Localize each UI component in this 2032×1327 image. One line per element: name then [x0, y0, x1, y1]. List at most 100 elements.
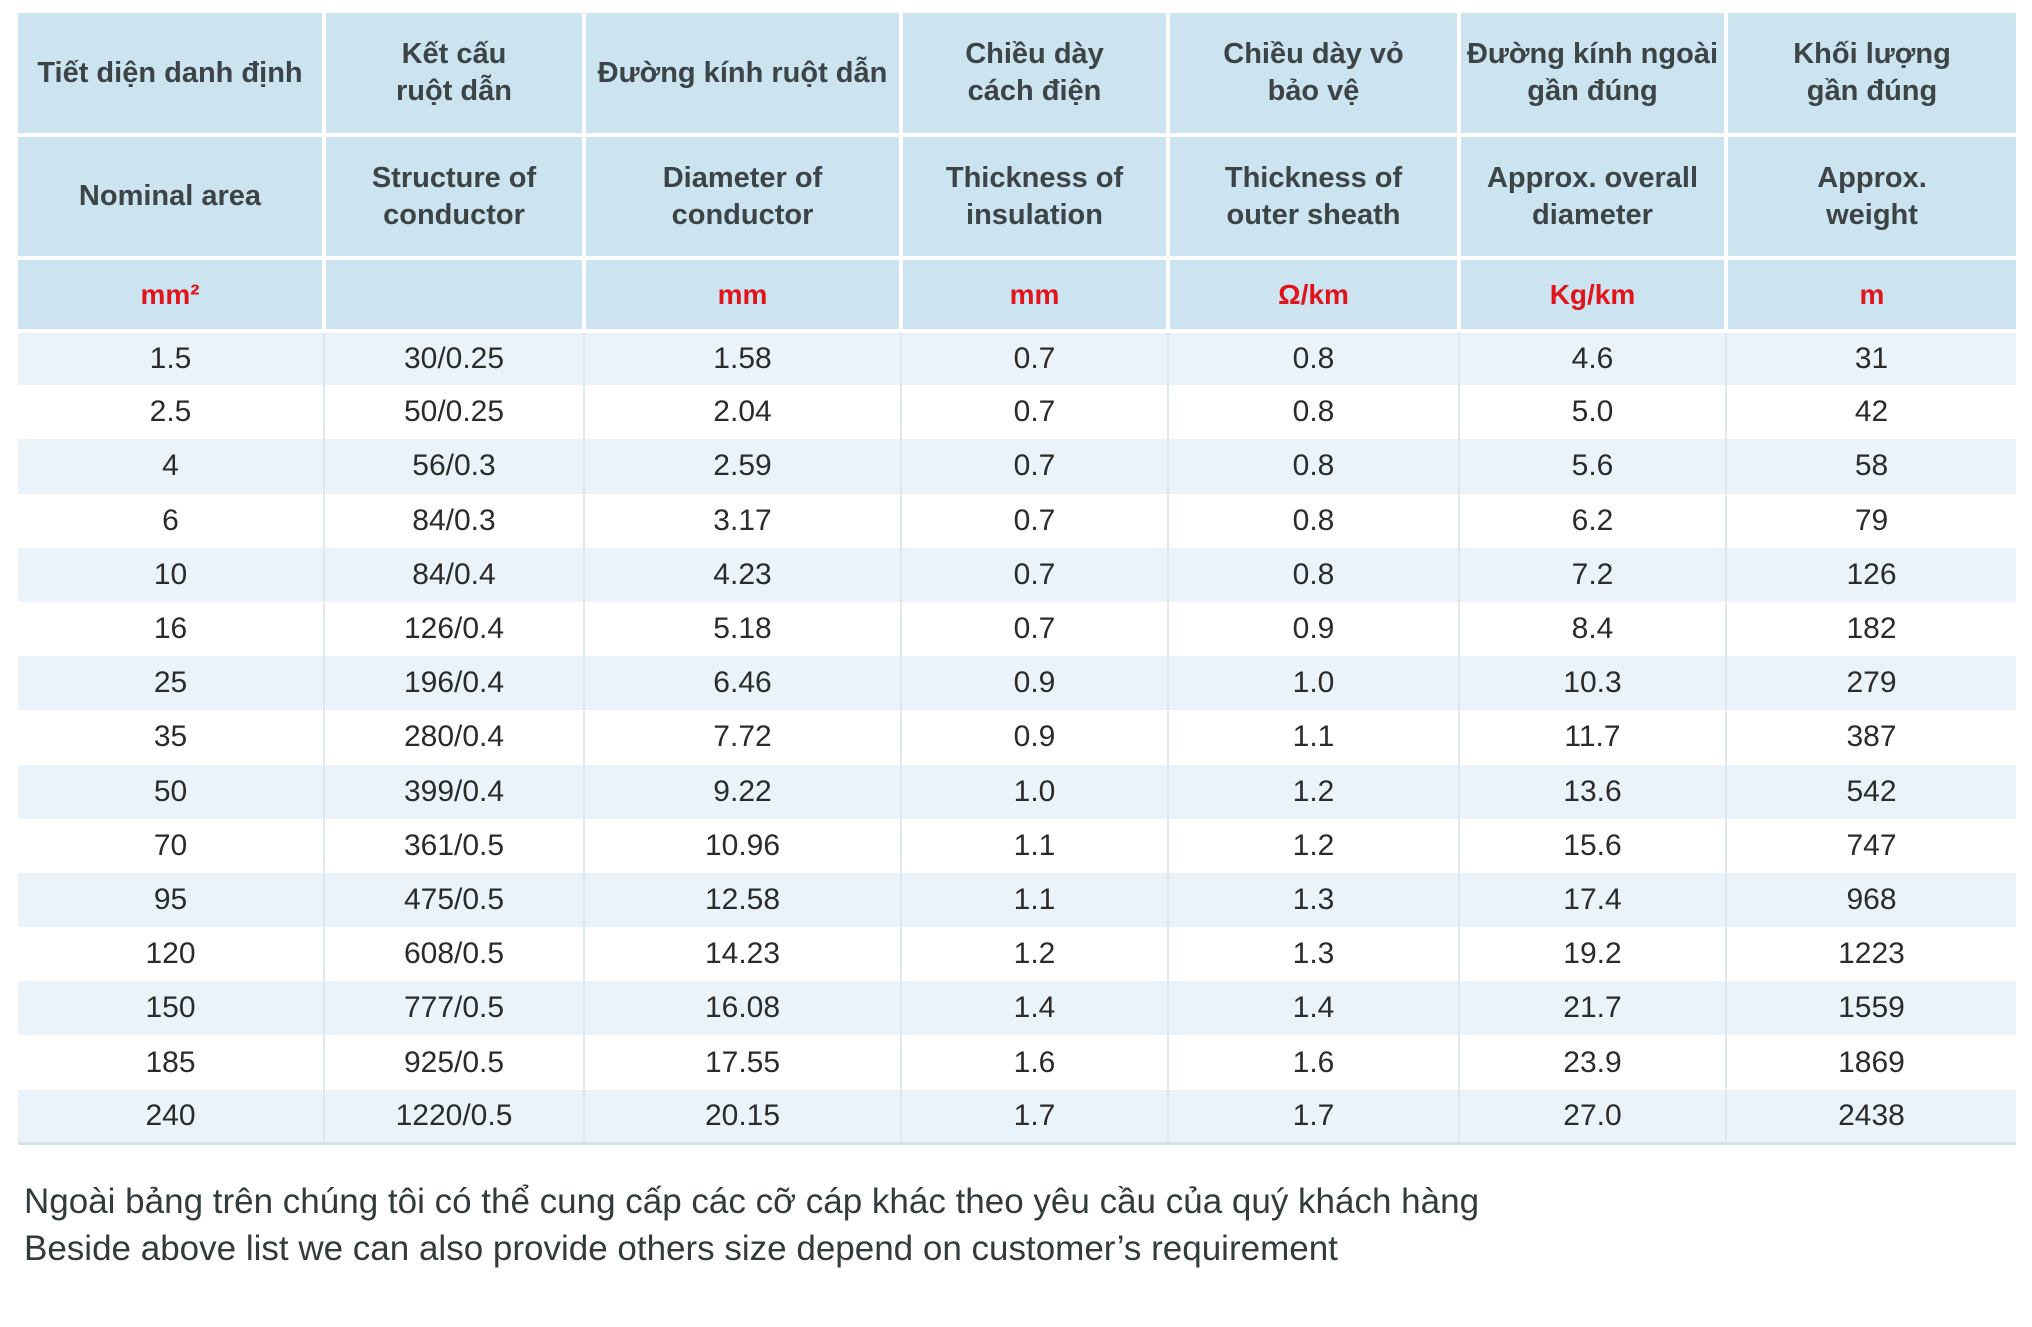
- table-row: 25 196/0.4 6.46 0.9 1.0 10.3 279: [18, 656, 2016, 711]
- cell-nominal-area: 4: [18, 439, 325, 494]
- header-en-line: conductor: [383, 198, 525, 231]
- header-vi-line: gần đúng: [1527, 75, 1658, 107]
- header-vi-line: Kết cấu: [401, 38, 507, 70]
- cell-sheath-thickness: 1.6: [1168, 1035, 1460, 1090]
- table-row: 185 925/0.5 17.55 1.6 1.6 23.9 1869: [18, 1035, 2016, 1090]
- cell-overall-diameter: 19.2: [1459, 927, 1727, 982]
- unit-insulation-thickness: mm: [901, 258, 1170, 333]
- cell-weight: 279: [1726, 656, 2016, 711]
- cell-sheath-thickness: 1.1: [1168, 710, 1460, 765]
- header-vi-line: Khối lượng: [1793, 38, 1951, 70]
- cell-sheath-thickness: 0.8: [1168, 331, 1460, 386]
- header-en-line: Nominal area: [78, 180, 262, 212]
- table-row: 120 608/0.5 14.23 1.2 1.3 19.2 1223: [18, 927, 2016, 982]
- table-row: 35 280/0.4 7.72 0.9 1.1 11.7 387: [18, 710, 2016, 765]
- cell-nominal-area: 10: [18, 547, 325, 602]
- cell-weight: 542: [1726, 764, 2016, 819]
- cell-conductor-diameter: 14.23: [584, 927, 902, 982]
- cell-conductor-structure: 56/0.3: [324, 439, 585, 494]
- cell-conductor-structure: 1220/0.5: [324, 1089, 585, 1146]
- cell-sheath-thickness: 0.8: [1168, 547, 1460, 602]
- cell-sheath-thickness: 0.9: [1168, 601, 1460, 657]
- footnote-vietnamese: Ngoài bảng trên chúng tôi có thể cung cấ…: [24, 1182, 1480, 1221]
- header-vi-line: Chiều dày: [965, 38, 1104, 70]
- header-vi-line: Đường kính ruột dẫn: [597, 56, 888, 89]
- cell-insulation-thickness: 0.7: [901, 601, 1169, 657]
- table-row: 16 126/0.4 5.18 0.7 0.9 8.4 182: [18, 601, 2016, 657]
- cell-overall-diameter: 21.7: [1459, 981, 1727, 1036]
- cell-sheath-thickness: 1.4: [1168, 981, 1460, 1036]
- cell-insulation-thickness: 1.0: [901, 764, 1169, 819]
- cell-conductor-diameter: 9.22: [584, 764, 902, 819]
- table-row: 70 361/0.5 10.96 1.1 1.2 15.6 747: [18, 818, 2016, 873]
- cell-conductor-structure: 84/0.4: [324, 547, 585, 602]
- cell-nominal-area: 185: [18, 1035, 325, 1090]
- cell-nominal-area: 25: [18, 656, 325, 711]
- table-row: 4 56/0.3 2.59 0.7 0.8 5.6 58: [18, 439, 2016, 494]
- table-row: 1.5 30/0.25 1.58 0.7 0.8 4.6 31: [18, 331, 2016, 386]
- header-en-line: Approx.: [1817, 161, 1927, 194]
- cell-nominal-area: 95: [18, 872, 325, 928]
- header-en-insulation-thickness: Thickness of insulation: [901, 135, 1170, 260]
- table-row: 50 399/0.4 9.22 1.0 1.2 13.6 542: [18, 764, 2016, 819]
- cell-overall-diameter: 6.2: [1459, 493, 1727, 548]
- table-row: 10 84/0.4 4.23 0.7 0.8 7.2 126: [18, 547, 2016, 602]
- cell-conductor-structure: 925/0.5: [324, 1035, 585, 1090]
- cell-weight: 968: [1726, 872, 2016, 928]
- cell-weight: 1869: [1726, 1035, 2016, 1090]
- cell-sheath-thickness: 1.0: [1168, 656, 1460, 711]
- unit-nominal-area: mm²: [18, 258, 326, 333]
- cell-sheath-thickness: 1.3: [1168, 872, 1460, 928]
- header-vi-insulation-thickness: Chiều dày cách điện: [901, 13, 1170, 137]
- cell-weight: 1223: [1726, 927, 2016, 982]
- cable-spec-table: Tiết diện danh định Kết cấu ruột dẫn Đường …: [18, 13, 2016, 1146]
- cell-overall-diameter: 17.4: [1459, 872, 1727, 928]
- cell-sheath-thickness: 1.3: [1168, 927, 1460, 982]
- cell-weight: 2438: [1726, 1089, 2016, 1146]
- header-en-line: Diameter of conductor: [662, 161, 823, 231]
- cell-weight: 182: [1726, 601, 2016, 657]
- cell-conductor-diameter: 2.04: [584, 385, 902, 440]
- cell-conductor-diameter: 7.72: [584, 710, 902, 765]
- cell-insulation-thickness: 1.2: [901, 927, 1169, 982]
- table-header: Tiết diện danh định Kết cấu ruột dẫn Đường …: [18, 13, 2016, 333]
- cell-overall-diameter: 23.9: [1459, 1035, 1727, 1090]
- cell-weight: 1559: [1726, 981, 2016, 1036]
- header-vi-line: gần đúng: [1806, 75, 1938, 107]
- cell-conductor-diameter: 20.15: [584, 1089, 902, 1146]
- cell-nominal-area: 16: [18, 601, 325, 657]
- cell-weight: 58: [1726, 439, 2016, 494]
- header-vi-line: ruột dẫn: [396, 75, 512, 107]
- cell-conductor-structure: 50/0.25: [324, 385, 585, 440]
- header-en-conductor-diameter: Diameter of conductor: [584, 135, 903, 260]
- header-en-line: outer sheath: [1226, 198, 1401, 231]
- cell-conductor-diameter: 17.55: [584, 1035, 902, 1090]
- cell-weight: 387: [1726, 710, 2016, 765]
- table-row: 95 475/0.5 12.58 1.1 1.3 17.4 968: [18, 872, 2016, 928]
- cell-conductor-diameter: 5.18: [584, 601, 902, 657]
- cell-nominal-area: 2.5: [18, 385, 325, 440]
- table-row: 240 1220/0.5 20.15 1.7 1.7 27.0 2438: [18, 1089, 2016, 1146]
- header-vi-overall-diameter: Đường kính ngoài gần đúng: [1459, 13, 1728, 137]
- unit-conductor-diameter: mm: [584, 258, 903, 333]
- cell-overall-diameter: 15.6: [1459, 818, 1727, 873]
- cell-conductor-structure: 196/0.4: [324, 656, 585, 711]
- header-en-line: Approx. overall: [1486, 161, 1699, 194]
- cell-conductor-structure: 475/0.5: [324, 872, 585, 928]
- cell-weight: 31: [1726, 331, 2016, 386]
- unit-overall-diameter: Kg/km: [1459, 258, 1728, 333]
- cell-nominal-area: 70: [18, 818, 325, 873]
- header-vi-conductor-diameter: Đường kính ruột dẫn: [584, 13, 903, 137]
- cell-nominal-area: 150: [18, 981, 325, 1036]
- cell-conductor-structure: 777/0.5: [324, 981, 585, 1036]
- header-vi-line: bảo vệ: [1267, 75, 1360, 107]
- cell-conductor-diameter: 1.58: [584, 331, 902, 386]
- header-vi-conductor-structure: Kết cấu ruột dẫn: [324, 13, 586, 137]
- cell-overall-diameter: 11.7: [1459, 710, 1727, 765]
- header-row-vietnamese: Tiết diện danh định Kết cấu ruột dẫn Đường …: [18, 13, 2016, 137]
- cell-conductor-diameter: 10.96: [584, 818, 902, 873]
- cell-overall-diameter: 10.3: [1459, 656, 1727, 711]
- cell-weight: 126: [1726, 547, 2016, 602]
- header-en-line: insulation: [966, 198, 1103, 231]
- cell-overall-diameter: 7.2: [1459, 547, 1727, 602]
